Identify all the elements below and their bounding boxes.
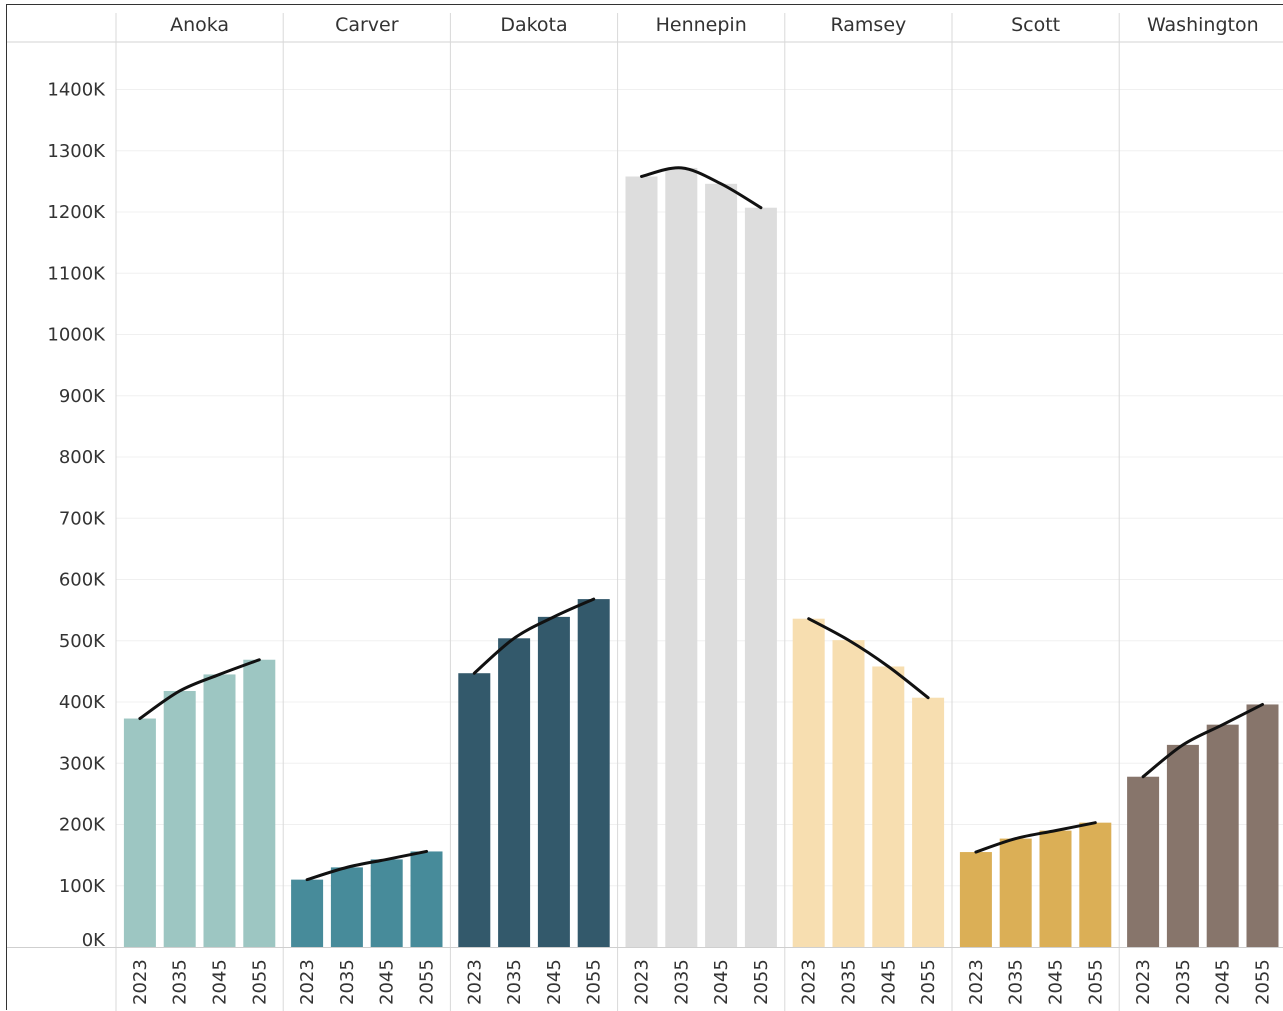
y-tick-label: 300K: [59, 753, 106, 774]
bar-washington-2023: [1127, 776, 1160, 947]
x-tick-label: 2045: [1046, 959, 1067, 1005]
bar-ramsey-2023: [792, 618, 825, 947]
y-tick-label: 600K: [59, 570, 106, 591]
y-tick-label: 1300K: [47, 141, 106, 162]
x-tick-label: 2023: [464, 959, 485, 1005]
x-tick-label: 2055: [918, 959, 939, 1005]
x-tick-label: 2055: [249, 959, 270, 1005]
trend-line-ramsey: [807, 617, 930, 700]
x-tick-label: 2035: [170, 959, 191, 1005]
trend-line-scott: [974, 821, 1097, 854]
county-population-chart: 0K 100K 200K 300K 400K 500K 600K 700K 800K 900K 10…: [7, 13, 1283, 1011]
x-tick-label: 2045: [544, 959, 565, 1005]
bar-washington-2045: [1206, 724, 1239, 947]
x-tick-label: 2023: [1133, 959, 1154, 1005]
bar-carver-2035: [330, 867, 363, 947]
bar-dakota-2045: [537, 616, 570, 947]
bar-anoka-2023: [123, 718, 156, 947]
y-tick-label: 1100K: [47, 263, 106, 284]
panel-header-dakota: Dakota: [500, 14, 567, 36]
x-tick-label: 2055: [1253, 959, 1274, 1005]
x-tick-label: 2023: [799, 959, 820, 1005]
y-tick-label: 1000K: [47, 325, 106, 346]
panel-header-carver: Carver: [335, 14, 399, 36]
bar-dakota-2023: [458, 673, 491, 947]
y-tick-label: 200K: [59, 815, 106, 836]
bar-dakota-2055: [577, 599, 610, 947]
y-tick-label: 900K: [59, 386, 106, 407]
bar-anoka-2045: [203, 674, 236, 947]
bar-scott-2035: [999, 838, 1032, 947]
x-tick-label: 2035: [1006, 959, 1027, 1005]
bar-hennepin-2023: [625, 176, 658, 948]
bar-ramsey-2035: [832, 640, 865, 947]
panel-header-scott: Scott: [1011, 14, 1060, 36]
x-tick-label: 2023: [632, 959, 653, 1005]
x-tick-label: 2055: [417, 959, 438, 1005]
panel-header-ramsey: Ramsey: [831, 14, 907, 36]
x-tick-label: 2023: [966, 959, 987, 1005]
x-tick-label: 2055: [1085, 959, 1106, 1005]
y-tick-label: 100K: [59, 876, 106, 897]
bar-ramsey-2045: [872, 666, 905, 947]
panel-header-washington: Washington: [1147, 14, 1259, 36]
panel-header-anoka: Anoka: [170, 14, 229, 36]
y-tick-label: 400K: [59, 692, 106, 713]
x-tick-label: 2035: [504, 959, 525, 1005]
x-tick-label: 2045: [377, 959, 398, 1005]
y-tick-label: 1400K: [47, 80, 106, 101]
bar-anoka-2055: [243, 659, 276, 947]
y-tick-label: 1200K: [47, 202, 106, 223]
bar-anoka-2035: [163, 690, 196, 947]
x-tick-label: 2055: [751, 959, 772, 1005]
x-tick-label: 2035: [337, 959, 358, 1005]
y-tick-label: 500K: [59, 631, 106, 652]
bar-washington-2035: [1166, 744, 1199, 947]
bar-hennepin-2055: [744, 207, 777, 947]
trend-line-dakota: [472, 597, 596, 675]
bar-ramsey-2055: [912, 697, 945, 947]
x-tick-label: 2045: [210, 959, 231, 1005]
bar-hennepin-2035: [665, 167, 698, 947]
bar-carver-2045: [370, 859, 403, 947]
x-tick-label: 2035: [839, 959, 860, 1005]
bar-scott-2045: [1039, 830, 1072, 947]
bar-carver-2055: [410, 851, 443, 947]
y-tick-label: 800K: [59, 447, 106, 468]
y-tick-label: 0K: [82, 930, 106, 951]
trend-line-anoka: [138, 658, 261, 721]
y-tick-label: 700K: [59, 508, 106, 529]
x-tick-label: 2023: [297, 959, 318, 1005]
panel-header-hennepin: Hennepin: [656, 14, 747, 36]
x-tick-label: 2045: [1213, 959, 1234, 1005]
bar-washington-2055: [1246, 704, 1279, 947]
bar-hennepin-2045: [705, 183, 738, 947]
trend-line-hennepin: [640, 166, 763, 210]
bar-scott-2023: [959, 852, 992, 947]
x-tick-label: 2055: [584, 959, 605, 1005]
x-tick-label: 2045: [878, 959, 899, 1005]
x-tick-label: 2045: [711, 959, 732, 1005]
bar-carver-2023: [291, 879, 324, 947]
trend-line-washington: [1141, 702, 1264, 779]
bar-dakota-2035: [498, 638, 531, 947]
bar-scott-2055: [1079, 822, 1112, 947]
x-tick-label: 2023: [130, 959, 151, 1005]
x-tick-label: 2035: [671, 959, 692, 1005]
x-tick-label: 2035: [1173, 959, 1194, 1005]
trend-line-carver: [305, 849, 428, 882]
chart-frame: 0K 100K 200K 300K 400K 500K 600K 700K 800K 900K 10…: [6, 4, 1283, 1011]
